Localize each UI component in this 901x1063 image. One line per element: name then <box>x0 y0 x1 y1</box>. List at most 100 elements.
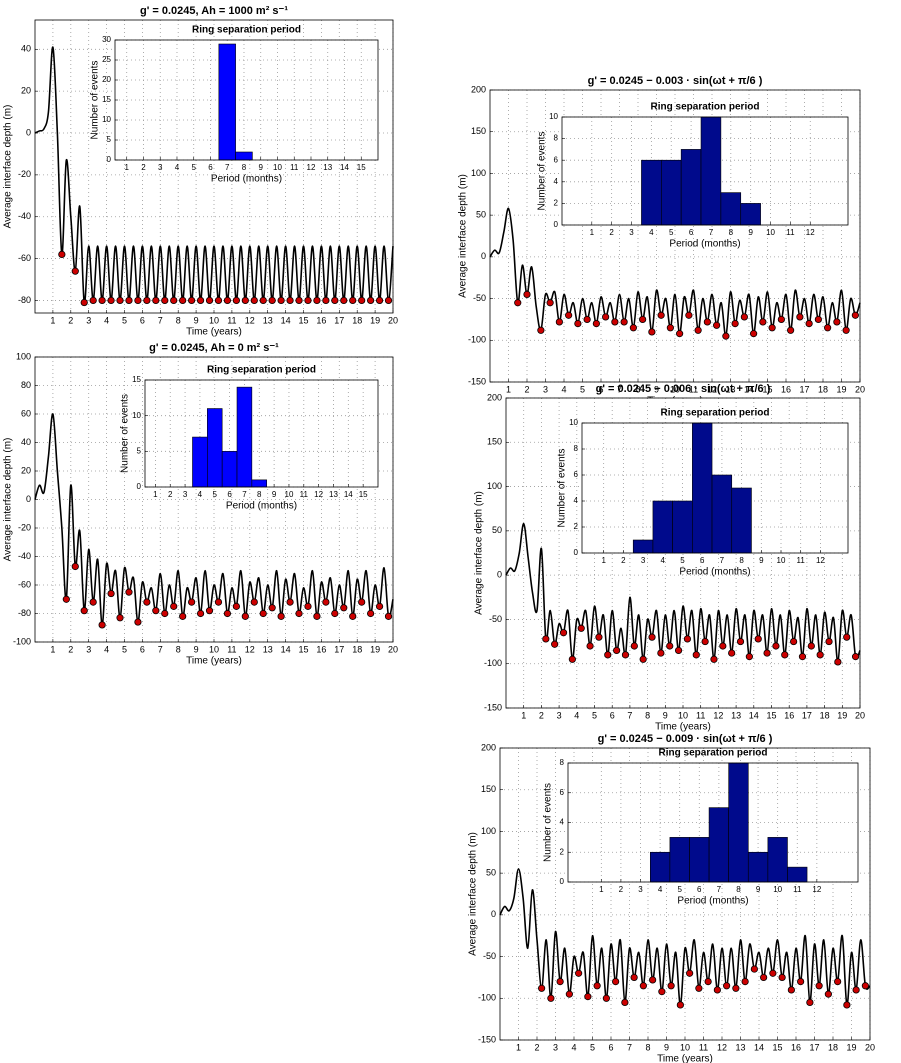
separation-point <box>778 973 786 982</box>
separation-point <box>577 624 585 632</box>
separation-point <box>340 604 348 612</box>
separation-point <box>798 653 807 661</box>
separation-point <box>349 296 357 305</box>
y-tick-label: 50 <box>486 868 496 878</box>
x-tick-label: 3 <box>543 384 548 394</box>
x-tick-label: 9 <box>654 384 659 394</box>
separation-point <box>179 296 187 305</box>
x-tick-label: 15 <box>762 384 772 394</box>
x-tick-label: 10 <box>678 710 688 720</box>
y-tick-label: 25 <box>102 55 111 64</box>
plot-frame <box>567 762 859 883</box>
x-tick-label: 5 <box>580 384 585 394</box>
y-tick-label: 60 <box>21 408 31 418</box>
y-tick-label: 200 <box>471 84 486 94</box>
separation-point <box>620 318 628 326</box>
y-tick-label: -80 <box>18 608 31 618</box>
x-tick-label: 16 <box>781 384 791 394</box>
inset-title: Ring separation period <box>659 748 768 759</box>
x-tick-label: 3 <box>158 163 163 172</box>
separation-point <box>340 296 348 305</box>
y-tick-label: 150 <box>487 437 502 447</box>
x-tick-label: 13 <box>329 490 338 499</box>
separation-point <box>648 328 656 336</box>
y-tick-label: 0 <box>574 548 579 557</box>
x-tick-label: 4 <box>661 556 666 565</box>
separation-point <box>768 324 776 332</box>
separation-point <box>223 609 232 618</box>
separation-point <box>604 651 612 659</box>
x-tick-label: 2 <box>524 384 529 394</box>
separation-point <box>834 977 842 986</box>
x-axis-label: Period (months) <box>226 501 297 512</box>
x-tick-label: 3 <box>557 710 562 720</box>
separation-point <box>695 984 703 992</box>
x-tick-label: 2 <box>68 315 73 325</box>
x-tick-label: 11 <box>696 710 705 720</box>
x-tick-label: 17 <box>809 1042 819 1052</box>
separation-point <box>196 296 205 305</box>
x-tick-label: 11 <box>797 556 806 565</box>
x-tick-label: 9 <box>759 556 764 565</box>
x-tick-label: 8 <box>645 710 650 720</box>
histogram-bar <box>652 500 673 554</box>
y-tick-label: 15 <box>132 375 141 384</box>
separation-point <box>551 640 559 648</box>
x-tick-label: 7 <box>720 556 725 565</box>
separation-point <box>833 318 841 326</box>
y-tick-label: -60 <box>18 579 31 589</box>
y-tick-label: 20 <box>21 465 31 475</box>
separation-point <box>745 653 753 661</box>
x-tick-label: 5 <box>590 1042 595 1052</box>
separation-point <box>805 319 813 328</box>
separation-point <box>648 633 656 641</box>
separation-point <box>358 296 366 305</box>
x-tick-label: 6 <box>227 490 232 499</box>
x-tick-label: 4 <box>198 490 203 499</box>
y-tick-label: 100 <box>16 351 31 361</box>
separation-point <box>322 598 330 606</box>
y-tick-label: 10 <box>549 112 558 121</box>
y-tick-label: 50 <box>492 525 502 535</box>
y-tick-label: -20 <box>18 522 31 532</box>
separation-point <box>694 326 702 334</box>
y-tick-label: -50 <box>473 293 486 303</box>
separation-point <box>824 324 832 332</box>
separation-point <box>125 296 133 305</box>
x-tick-label: 14 <box>754 1042 764 1052</box>
x-tick-label: 13 <box>263 644 273 654</box>
separation-point <box>777 315 785 324</box>
inset-background <box>145 380 378 487</box>
x-tick-label: 15 <box>772 1042 782 1052</box>
separation-point <box>657 649 665 657</box>
x-axis-label: Time (years) <box>657 1054 713 1063</box>
separation-point <box>71 562 79 571</box>
separation-point <box>241 296 249 305</box>
x-tick-label: 20 <box>388 315 398 325</box>
x-tick-label: 12 <box>707 384 717 394</box>
x-tick-label: 14 <box>344 490 353 499</box>
x-tick-label: 4 <box>104 315 109 325</box>
separation-point <box>686 969 694 977</box>
x-tick-label: 13 <box>725 384 735 394</box>
separation-point <box>232 296 240 305</box>
y-tick-label: 6 <box>554 155 559 164</box>
x-tick-label: 5 <box>122 315 127 325</box>
chart-title: g' = 0.0245 − 0.009 · sin(ωt + π/6 ) <box>598 733 773 745</box>
separation-point <box>259 609 267 618</box>
x-tick-label: 10 <box>285 490 294 499</box>
x-tick-label: 11 <box>227 315 236 325</box>
separation-point <box>80 607 88 615</box>
separation-point <box>639 655 647 663</box>
y-tick-label: 150 <box>481 784 496 794</box>
x-tick-label: 19 <box>370 644 380 654</box>
separation-point <box>367 296 375 305</box>
separation-point <box>701 637 709 646</box>
separation-point <box>630 642 638 650</box>
separation-point <box>523 290 531 298</box>
separation-point <box>547 994 555 1002</box>
x-axis-label: Period (months) <box>211 174 282 185</box>
plot-frame <box>581 422 849 554</box>
separation-point <box>331 296 339 305</box>
y-axis-label: Average interface depth (m) <box>3 105 14 229</box>
